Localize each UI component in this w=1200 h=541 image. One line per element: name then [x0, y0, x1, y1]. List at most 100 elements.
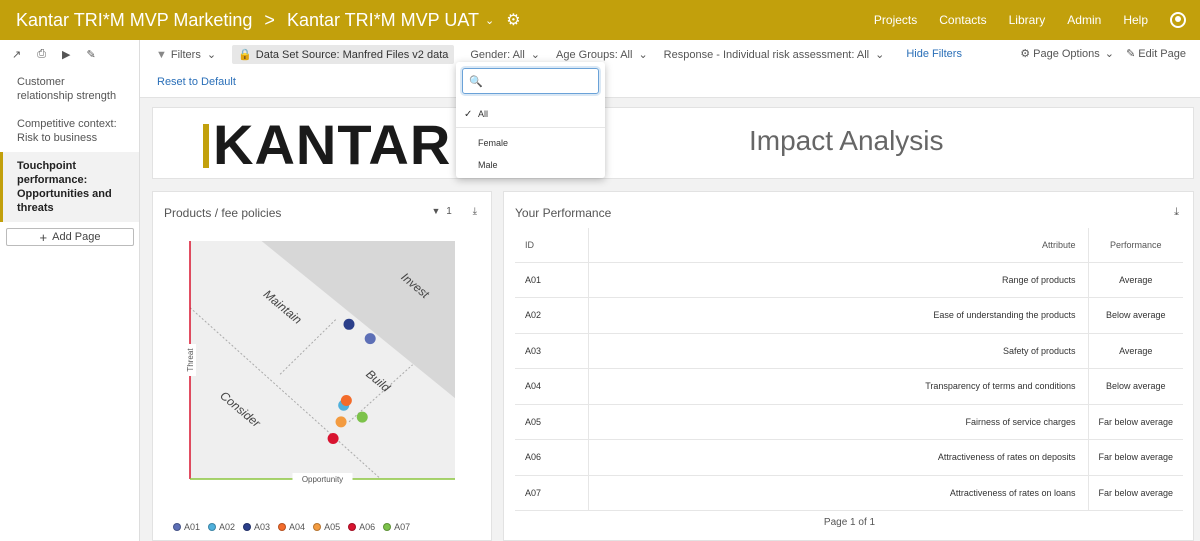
pencil-icon: ✎ [1126, 48, 1136, 60]
user-icon[interactable] [1170, 12, 1186, 28]
breadcrumb-separator: > [264, 9, 275, 30]
cell-id: A05 [515, 404, 589, 440]
legend-label: A04 [289, 522, 306, 532]
kantar-logo: KANTAR [203, 113, 451, 177]
chevron-down-icon: ⌄ [1104, 48, 1114, 60]
legend-item[interactable]: A04 [278, 522, 305, 532]
filter-icon: ▼ [156, 48, 167, 61]
dropdown-option-male[interactable]: Male [478, 160, 498, 170]
cell-id: A03 [515, 333, 589, 369]
cell-attribute: Attractiveness of rates on loans [588, 475, 1089, 511]
download-icon[interactable]: ⤓ [1174, 206, 1179, 218]
data-source-badge: 🔒 Data Set Source: Manfred Files v2 data [232, 44, 455, 64]
cell-attribute: Ease of understanding the products [588, 297, 1089, 334]
cell-attribute: Attractiveness of rates on deposits [588, 439, 1089, 476]
table-row[interactable]: A06 Attractiveness of rates on deposits Fa… [515, 439, 1183, 476]
table-row[interactable]: A03 Safety of products Average [515, 333, 1183, 369]
logo-text: KANTAR [213, 113, 452, 176]
present-icon[interactable]: ▶ [62, 48, 71, 61]
chart-title: Products / fee policies [164, 206, 282, 220]
legend-item[interactable]: A06 [348, 522, 375, 532]
dropdown-option-female[interactable]: Female [478, 138, 509, 148]
legend-swatch [208, 523, 217, 531]
check-icon: ✓ [464, 109, 473, 120]
legend-swatch [383, 523, 392, 531]
impact-chart: InvestMaintainBuildConsiderOpportunityTh… [184, 241, 455, 485]
legend-item[interactable]: A02 [208, 522, 235, 532]
brush-icon[interactable]: ✎ [86, 48, 96, 61]
legend-item[interactable]: A01 [173, 522, 200, 532]
cell-performance: Below average [1088, 368, 1183, 405]
dropdown-search: 🔍 [462, 68, 599, 94]
legend-label: A01 [184, 522, 201, 532]
reset-to-default-link[interactable]: Reset to Default [157, 76, 236, 88]
sidebar-item-relationship[interactable]: Customer relationship strength [17, 76, 117, 102]
chevron-down-icon: ⌄ [206, 48, 217, 61]
dropdown-search-input[interactable] [486, 75, 587, 87]
table-row[interactable]: A07 Attractiveness of rates on loans Far b… [515, 475, 1183, 511]
breadcrumb-dataset[interactable]: Kantar TRI*M MVP UAT [286, 9, 479, 30]
nav-admin[interactable]: Admin [1067, 13, 1102, 27]
data-source-label: Data Set Source: Manfred Files v2 data [255, 48, 449, 61]
legend-swatch [278, 523, 287, 531]
table-row[interactable]: A01 Range of products Average [515, 262, 1183, 298]
col-id[interactable]: ID [515, 228, 589, 263]
cell-id: A07 [515, 475, 589, 511]
gender-filter[interactable]: Gender: All ⌄ [470, 48, 540, 61]
data-point-a06[interactable] [327, 433, 339, 445]
data-point-a05[interactable] [335, 416, 347, 428]
cell-attribute: Fairness of service charges [588, 404, 1089, 440]
legend-label: A02 [219, 522, 236, 532]
data-point-a01[interactable] [364, 333, 376, 345]
sidebar-item-touchpoint[interactable]: Touchpoint performance: Opportunities an… [0, 152, 139, 222]
y-axis-label: Threat [186, 348, 195, 372]
gear-icon[interactable]: ⚙ [506, 12, 521, 29]
nav-help[interactable]: Help [1123, 13, 1148, 27]
response-filter[interactable]: Response - Individual risk assessment: A… [664, 48, 885, 61]
download-icon[interactable]: ⤓ [472, 206, 477, 217]
performance-panel: Your Performance ⤓ ID Attribute Performa… [503, 191, 1194, 541]
sidebar-item-competitive[interactable]: Competitive context: Risk to business [17, 118, 117, 144]
legend-item[interactable]: A05 [313, 522, 340, 532]
table-row[interactable]: A04 Transparency of terms and conditions B… [515, 368, 1183, 405]
gender-filter-label: Gender: All [470, 48, 525, 61]
data-point-a04[interactable] [340, 394, 352, 406]
age-groups-filter[interactable]: Age Groups: All ⌄ [556, 48, 648, 61]
legend-label: A07 [394, 522, 411, 532]
cell-performance: Average [1088, 262, 1183, 298]
legend-item[interactable]: A07 [383, 522, 410, 532]
data-point-a03[interactable] [343, 318, 355, 330]
nav-contacts[interactable]: Contacts [939, 13, 987, 27]
search-icon: 🔍 [469, 75, 483, 88]
table-row[interactable]: A05 Fairness of service charges Far below … [515, 404, 1183, 440]
data-point-a07[interactable] [356, 411, 368, 423]
add-page-button[interactable]: + Add Page [6, 228, 134, 246]
export-icon[interactable]: ⎙ [37, 47, 47, 60]
option-label: All [478, 109, 489, 119]
dropdown-option-all[interactable]: ✓ All [456, 109, 605, 120]
filter-icon[interactable]: ▼ [431, 206, 441, 216]
hide-filters-link[interactable]: Hide Filters [906, 48, 962, 60]
sidebar: ↗ ⎙ ▶ ✎ Customer relationship strength C… [0, 40, 140, 541]
x-axis-label: Opportunity [302, 475, 343, 484]
page-options-button[interactable]: ⚙ Page Options ⌄ [1020, 47, 1114, 60]
col-attribute[interactable]: Attribute [588, 228, 1089, 263]
nav-projects[interactable]: Projects [873, 13, 918, 27]
chevron-down-icon: ⌄ [530, 48, 541, 61]
share-icon[interactable]: ↗ [12, 48, 22, 61]
ylabel-bg [184, 344, 196, 376]
cell-id: A01 [515, 262, 589, 298]
chevron-down-icon: ⌄ [875, 48, 885, 61]
invest-zone [261, 241, 455, 399]
col-performance[interactable]: Performance [1088, 228, 1183, 263]
breadcrumb-project[interactable]: Kantar TRI*M MVP Marketing [16, 9, 253, 30]
legend-item[interactable]: A03 [243, 522, 270, 532]
table-header-row: ID Attribute Performance [515, 228, 1183, 263]
nav-library[interactable]: Library [1008, 13, 1046, 27]
edit-page-button[interactable]: ✎ Edit Page [1126, 47, 1186, 60]
page-options-label: Page Options [1033, 48, 1100, 60]
filters-button[interactable]: ▼ Filters ⌄ [156, 48, 216, 61]
table-row[interactable]: A02 Ease of understanding the products Bel… [515, 297, 1183, 334]
chevron-down-icon[interactable]: ⌄ [485, 14, 495, 27]
filter-count: 1 [446, 206, 452, 217]
